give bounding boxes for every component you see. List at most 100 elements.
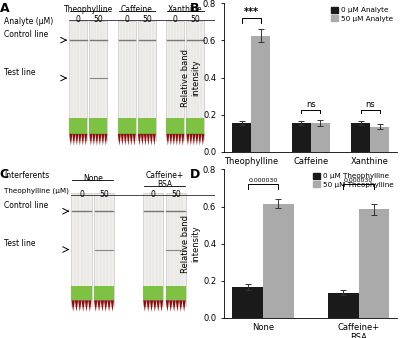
Text: Theophylline (μM): Theophylline (μM)	[4, 187, 69, 194]
Polygon shape	[189, 134, 192, 146]
Polygon shape	[84, 134, 87, 146]
Text: 0.000030: 0.000030	[344, 178, 373, 183]
Polygon shape	[169, 300, 172, 312]
Polygon shape	[94, 300, 97, 312]
Polygon shape	[89, 134, 92, 146]
Text: D: D	[190, 168, 200, 181]
Bar	[71, 286, 91, 300]
Text: Test line: Test line	[4, 239, 36, 248]
Bar	[118, 21, 136, 140]
Text: ns: ns	[365, 100, 375, 109]
Polygon shape	[153, 134, 156, 146]
Y-axis label: Relative band
intensity: Relative band intensity	[181, 215, 200, 272]
Polygon shape	[186, 134, 189, 146]
Polygon shape	[195, 134, 198, 146]
Polygon shape	[181, 134, 184, 146]
Polygon shape	[69, 134, 72, 146]
Bar	[186, 21, 205, 140]
Polygon shape	[176, 300, 179, 312]
Polygon shape	[104, 300, 107, 312]
Bar	[166, 118, 184, 134]
Polygon shape	[146, 300, 150, 312]
Polygon shape	[175, 134, 178, 146]
Bar	[94, 193, 114, 306]
Bar	[143, 193, 163, 306]
Legend: 0 μM Analyte, 50 μM Analyte: 0 μM Analyte, 50 μM Analyte	[331, 7, 393, 22]
Bar	[89, 21, 107, 140]
Text: 50: 50	[93, 15, 103, 24]
Polygon shape	[101, 300, 104, 312]
Bar	[232, 123, 251, 152]
Bar	[311, 123, 330, 152]
Polygon shape	[172, 134, 175, 146]
Polygon shape	[153, 300, 156, 312]
Polygon shape	[101, 134, 104, 146]
Polygon shape	[111, 300, 114, 312]
Polygon shape	[78, 300, 81, 312]
Polygon shape	[107, 300, 111, 312]
Text: Theophylline: Theophylline	[64, 5, 113, 14]
Bar	[69, 21, 87, 140]
Polygon shape	[81, 300, 85, 312]
Text: 50: 50	[142, 15, 152, 24]
Bar	[328, 293, 358, 318]
Text: 50: 50	[171, 190, 180, 199]
Bar	[251, 36, 270, 152]
Polygon shape	[156, 300, 160, 312]
Polygon shape	[192, 134, 195, 146]
Bar	[166, 193, 186, 306]
Bar	[351, 123, 370, 152]
Text: Analyte (μM): Analyte (μM)	[4, 17, 53, 26]
Polygon shape	[198, 134, 201, 146]
Text: Caffeine+: Caffeine+	[145, 171, 184, 180]
Text: Interferents: Interferents	[4, 171, 49, 180]
Bar	[138, 21, 156, 140]
Polygon shape	[133, 134, 136, 146]
Bar	[166, 286, 186, 300]
Polygon shape	[121, 134, 124, 146]
Polygon shape	[169, 134, 172, 146]
Polygon shape	[130, 134, 133, 146]
Polygon shape	[127, 134, 130, 146]
Bar	[138, 118, 156, 134]
Polygon shape	[104, 134, 107, 146]
Text: Test line: Test line	[4, 68, 36, 77]
Polygon shape	[75, 134, 78, 146]
Text: 0: 0	[151, 190, 156, 199]
Polygon shape	[75, 300, 78, 312]
Polygon shape	[144, 134, 147, 146]
Bar	[143, 286, 163, 300]
Text: 0: 0	[79, 190, 84, 199]
Text: 0: 0	[124, 15, 129, 24]
Text: 0: 0	[173, 15, 178, 24]
Polygon shape	[150, 134, 153, 146]
Polygon shape	[72, 134, 75, 146]
Polygon shape	[147, 134, 150, 146]
Text: 50: 50	[190, 15, 200, 24]
Polygon shape	[81, 134, 84, 146]
Text: B: B	[190, 2, 199, 15]
Text: BSA: BSA	[157, 180, 172, 189]
Bar	[118, 118, 136, 134]
Text: Control line: Control line	[4, 30, 48, 39]
Polygon shape	[85, 300, 88, 312]
Bar	[358, 209, 389, 318]
Text: 0.000030: 0.000030	[248, 178, 277, 183]
Bar	[94, 286, 114, 300]
Bar	[71, 193, 91, 306]
Text: C: C	[0, 168, 9, 181]
Polygon shape	[71, 300, 75, 312]
Polygon shape	[78, 134, 81, 146]
Bar	[69, 118, 87, 134]
Polygon shape	[150, 300, 153, 312]
Polygon shape	[166, 134, 169, 146]
Polygon shape	[92, 134, 95, 146]
Polygon shape	[179, 300, 182, 312]
Y-axis label: Relative band
intensity: Relative band intensity	[181, 49, 200, 106]
Legend: 0 μM Theophylline, 50 μM Theophylline: 0 μM Theophylline, 50 μM Theophylline	[312, 173, 393, 188]
Polygon shape	[201, 134, 205, 146]
Bar	[370, 127, 389, 152]
Text: 0: 0	[76, 15, 81, 24]
Polygon shape	[178, 134, 181, 146]
Polygon shape	[95, 134, 98, 146]
